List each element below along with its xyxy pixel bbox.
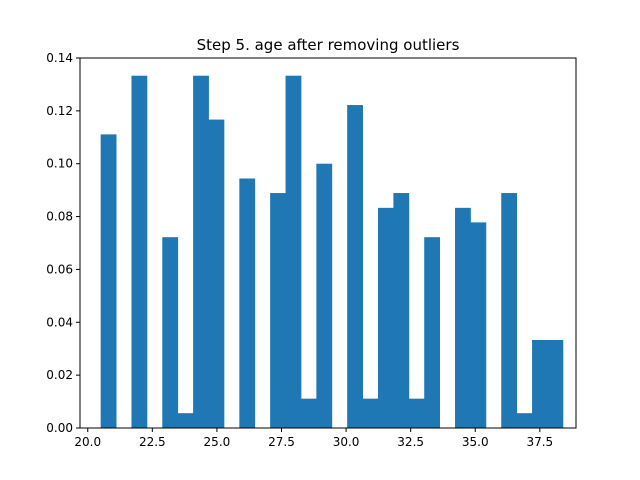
x-tick-label: 37.5 <box>526 435 553 449</box>
histogram-bar <box>193 75 209 429</box>
histogram-bar <box>470 222 487 428</box>
x-tick-label: 22.5 <box>139 435 166 449</box>
x-axis: 20.0 22.5 25.0 27.5 30.0 32.5 35.0 37.5 <box>74 428 553 449</box>
histogram-bar <box>100 134 117 428</box>
x-tick-label: 20.0 <box>74 435 101 449</box>
y-tick-label: 0.10 <box>46 157 73 171</box>
histogram-bar <box>532 339 548 428</box>
histogram-bar <box>239 178 256 428</box>
x-tick-label: 32.5 <box>397 435 424 449</box>
histogram-bar <box>162 237 179 428</box>
histogram-bar <box>362 398 379 428</box>
histogram-bar <box>516 413 533 428</box>
y-tick-label: 0.14 <box>46 51 73 65</box>
y-tick-label: 0.00 <box>46 421 73 435</box>
histogram-bar <box>547 339 564 428</box>
histogram-bar <box>131 75 148 429</box>
histogram-bar <box>270 193 286 428</box>
y-axis: 0.00 0.02 0.04 0.06 0.08 0.10 0.12 0.14 <box>46 51 80 435</box>
histogram-bar <box>347 105 363 428</box>
histogram-bar <box>424 237 441 428</box>
histogram-bar <box>208 119 225 428</box>
histogram-bar <box>300 398 317 428</box>
histogram-bar <box>285 75 302 429</box>
histogram-bar <box>455 207 471 428</box>
histogram-bar <box>501 193 518 428</box>
histogram-bar <box>393 193 410 428</box>
x-tick-label: 30.0 <box>333 435 360 449</box>
x-tick-label: 27.5 <box>268 435 295 449</box>
y-tick-label: 0.06 <box>46 262 73 276</box>
bars-group <box>100 75 564 429</box>
histogram-bar <box>408 398 425 428</box>
histogram-bar <box>377 207 394 428</box>
y-tick-label: 0.04 <box>46 315 73 329</box>
histogram-bar <box>177 413 194 428</box>
y-tick-label: 0.12 <box>46 104 73 118</box>
x-tick-label: 35.0 <box>462 435 489 449</box>
chart-title: Step 5. age after removing outliers <box>197 36 460 54</box>
y-tick-label: 0.08 <box>46 210 73 224</box>
histogram-bar <box>316 163 333 428</box>
plot-frame <box>79 57 577 429</box>
y-tick-label: 0.02 <box>46 368 73 382</box>
x-tick-label: 25.0 <box>204 435 231 449</box>
